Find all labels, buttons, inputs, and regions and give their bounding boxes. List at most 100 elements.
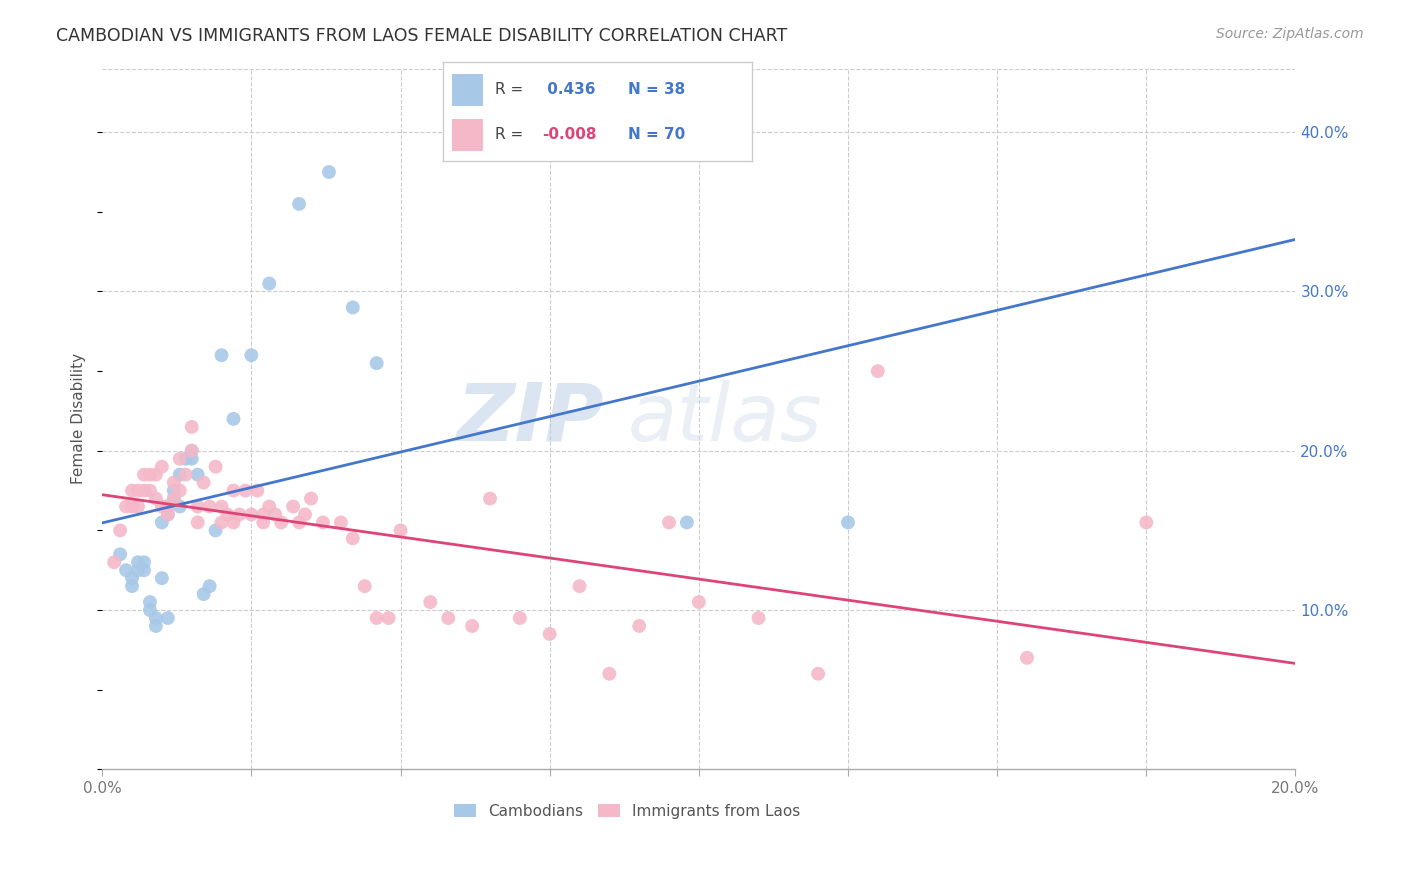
Point bbox=[121, 579, 143, 593]
Point bbox=[115, 563, 138, 577]
Point bbox=[108, 524, 131, 538]
Point bbox=[187, 467, 209, 482]
Point bbox=[115, 500, 138, 514]
Point bbox=[288, 197, 311, 211]
Point bbox=[180, 443, 202, 458]
Point bbox=[204, 524, 226, 538]
Point bbox=[103, 555, 125, 569]
Point bbox=[437, 611, 460, 625]
Point bbox=[150, 500, 173, 514]
Point bbox=[259, 500, 281, 514]
Point bbox=[127, 563, 149, 577]
Point bbox=[658, 516, 681, 530]
Point bbox=[676, 516, 699, 530]
Point bbox=[222, 412, 245, 426]
Point bbox=[174, 451, 197, 466]
Point bbox=[132, 467, 155, 482]
Point bbox=[139, 603, 162, 617]
Point bbox=[461, 619, 484, 633]
Point bbox=[169, 483, 191, 498]
Point bbox=[127, 483, 149, 498]
Point bbox=[598, 666, 620, 681]
Point bbox=[121, 483, 143, 498]
Point bbox=[121, 571, 143, 585]
Point bbox=[132, 555, 155, 569]
Legend: Cambodians, Immigrants from Laos: Cambodians, Immigrants from Laos bbox=[449, 797, 806, 825]
Point bbox=[294, 508, 316, 522]
Text: N = 38: N = 38 bbox=[628, 82, 686, 97]
Point bbox=[180, 443, 202, 458]
Point bbox=[389, 524, 412, 538]
Point bbox=[156, 500, 179, 514]
Point bbox=[145, 491, 167, 506]
Point bbox=[628, 619, 651, 633]
Point bbox=[145, 467, 167, 482]
FancyBboxPatch shape bbox=[453, 120, 484, 151]
Point bbox=[240, 348, 263, 362]
Text: N = 70: N = 70 bbox=[628, 127, 686, 142]
Point bbox=[312, 516, 335, 530]
Point bbox=[228, 508, 250, 522]
Point bbox=[211, 516, 233, 530]
Point bbox=[377, 611, 399, 625]
Point bbox=[132, 563, 155, 577]
Point bbox=[807, 666, 830, 681]
Text: Source: ZipAtlas.com: Source: ZipAtlas.com bbox=[1216, 27, 1364, 41]
Point bbox=[366, 611, 388, 625]
Point bbox=[270, 516, 292, 530]
Point bbox=[156, 611, 179, 625]
Point bbox=[163, 491, 186, 506]
Point bbox=[127, 555, 149, 569]
Point bbox=[240, 508, 263, 522]
Point bbox=[366, 356, 388, 370]
Point bbox=[342, 532, 364, 546]
Point bbox=[121, 500, 143, 514]
Point bbox=[318, 165, 340, 179]
Point bbox=[211, 500, 233, 514]
Point bbox=[145, 619, 167, 633]
Point bbox=[1015, 650, 1038, 665]
Point bbox=[747, 611, 769, 625]
Point bbox=[156, 508, 179, 522]
Point bbox=[568, 579, 591, 593]
Point bbox=[163, 475, 186, 490]
Point bbox=[150, 571, 173, 585]
Point bbox=[127, 500, 149, 514]
Point bbox=[288, 516, 311, 530]
Point bbox=[139, 467, 162, 482]
Point bbox=[180, 451, 202, 466]
Point bbox=[169, 500, 191, 514]
Point bbox=[342, 301, 364, 315]
Point bbox=[193, 475, 215, 490]
Text: -0.008: -0.008 bbox=[541, 127, 596, 142]
Text: 0.436: 0.436 bbox=[541, 82, 595, 97]
Point bbox=[538, 627, 561, 641]
Point bbox=[108, 547, 131, 561]
Point bbox=[281, 500, 304, 514]
Point bbox=[509, 611, 531, 625]
Point bbox=[299, 491, 322, 506]
Point bbox=[264, 508, 287, 522]
Point bbox=[866, 364, 889, 378]
Text: ZIP: ZIP bbox=[456, 380, 603, 458]
Point bbox=[180, 420, 202, 434]
Text: atlas: atlas bbox=[627, 380, 823, 458]
Point bbox=[419, 595, 441, 609]
Point bbox=[235, 483, 257, 498]
FancyBboxPatch shape bbox=[453, 74, 484, 105]
Point bbox=[211, 348, 233, 362]
Point bbox=[479, 491, 502, 506]
Point bbox=[329, 516, 352, 530]
Point bbox=[688, 595, 710, 609]
Point bbox=[169, 467, 191, 482]
Point bbox=[837, 516, 859, 530]
Point bbox=[174, 467, 197, 482]
Point bbox=[163, 483, 186, 498]
Point bbox=[156, 500, 179, 514]
Point bbox=[187, 500, 209, 514]
Point bbox=[187, 516, 209, 530]
Point bbox=[198, 500, 221, 514]
Point bbox=[204, 459, 226, 474]
Point bbox=[145, 611, 167, 625]
Point bbox=[156, 508, 179, 522]
